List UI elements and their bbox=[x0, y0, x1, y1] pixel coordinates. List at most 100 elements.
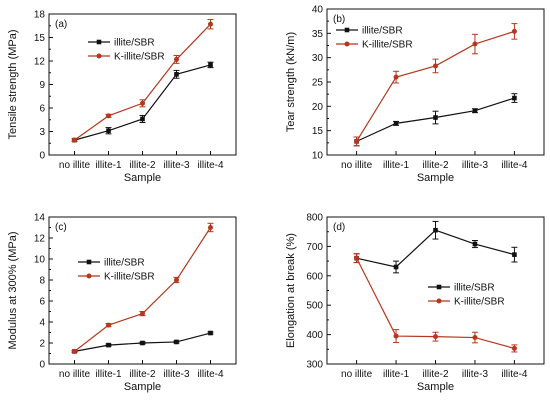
legend-label: K-illite/SBR bbox=[114, 52, 165, 63]
data-point bbox=[174, 339, 179, 345]
x-tick-label: illite-2 bbox=[422, 160, 449, 171]
data-point bbox=[433, 115, 438, 120]
y-tick-label: 15 bbox=[34, 33, 46, 44]
y-tick-label: 20 bbox=[312, 102, 324, 113]
x-tick-label: illite-4 bbox=[501, 369, 528, 380]
y-tick-label: 12 bbox=[34, 57, 46, 68]
panel-label: (d) bbox=[333, 222, 345, 233]
y-tick-label: 6 bbox=[39, 297, 45, 308]
data-point bbox=[106, 128, 111, 134]
legend-label: illite/SBR bbox=[114, 38, 155, 49]
data-point bbox=[393, 333, 399, 339]
x-axis-title: Sample bbox=[124, 381, 161, 393]
series-line bbox=[74, 227, 212, 352]
series-k-illite-sbr bbox=[71, 222, 214, 354]
legend-marker bbox=[344, 41, 350, 47]
x-tick-label: illite-3 bbox=[163, 369, 190, 380]
y-tick-label: 12 bbox=[34, 234, 46, 245]
x-tick-label: illite-3 bbox=[462, 369, 489, 380]
data-point bbox=[354, 138, 360, 144]
legend-marker bbox=[96, 39, 102, 45]
data-point bbox=[174, 277, 179, 283]
data-point bbox=[472, 241, 478, 247]
data-point bbox=[393, 264, 399, 270]
legend: illite/SBR K-illite/SBR bbox=[78, 258, 155, 283]
data-point bbox=[140, 116, 145, 122]
data-point bbox=[208, 225, 213, 230]
x-tick-label: no illite bbox=[341, 160, 373, 171]
legend-label: illite/SBR bbox=[362, 26, 403, 37]
series-illite-sbr bbox=[353, 220, 518, 274]
y-tick-label: 10 bbox=[312, 151, 324, 162]
y-axis-title: Modulus at 300% (MPa) bbox=[7, 232, 19, 350]
y-tick-label: 40 bbox=[312, 5, 324, 16]
y-tick-label: 400 bbox=[306, 330, 323, 341]
x-tick-label: illite-3 bbox=[462, 160, 489, 171]
legend: illite/SBR K-illite/SBR bbox=[428, 283, 505, 308]
y-tick-label: 3 bbox=[39, 127, 45, 138]
y-tick-label: 6 bbox=[39, 104, 45, 115]
panel-label: (c) bbox=[55, 222, 67, 233]
y-tick-label: 600 bbox=[306, 271, 323, 282]
data-point bbox=[433, 334, 438, 340]
legend-marker bbox=[436, 284, 442, 290]
x-tick-label: illite-1 bbox=[383, 369, 410, 380]
legend-label: K-illite/SBR bbox=[362, 40, 413, 51]
plot-frame bbox=[48, 13, 237, 156]
data-point bbox=[433, 63, 438, 69]
x-tick-label: illite-1 bbox=[383, 160, 410, 171]
x-axis-title: Sample bbox=[417, 172, 454, 184]
x-tick-label: illite-4 bbox=[197, 160, 224, 171]
y-tick-label: 0 bbox=[39, 360, 45, 371]
data-point bbox=[472, 335, 478, 341]
data-point bbox=[512, 252, 517, 257]
series-illite-sbr bbox=[353, 93, 518, 147]
data-point bbox=[140, 311, 145, 317]
data-point bbox=[354, 255, 360, 261]
y-tick-label: 9 bbox=[39, 80, 45, 91]
data-point bbox=[72, 137, 77, 143]
x-tick-label: illite-2 bbox=[129, 160, 156, 171]
data-point bbox=[512, 95, 517, 101]
legend-marker bbox=[344, 27, 350, 33]
x-tick-label: illite-4 bbox=[197, 369, 224, 380]
y-tick-label: 15 bbox=[312, 126, 324, 137]
y-axis-title: Tear strength (kN/m) bbox=[285, 32, 297, 132]
x-tick-label: illite-4 bbox=[501, 160, 528, 171]
x-axis-title: Sample bbox=[124, 172, 161, 184]
legend-marker bbox=[96, 53, 102, 59]
data-point bbox=[106, 322, 111, 328]
chart-panel-3: 0 2 4 6 8 10 12 14 no illite illite-1 illite-2 illi… bbox=[7, 213, 237, 393]
data-point bbox=[511, 28, 517, 34]
y-tick-label: 8 bbox=[39, 276, 45, 287]
legend-label: illite/SBR bbox=[454, 283, 495, 294]
x-tick-label: no illite bbox=[59, 369, 91, 380]
data-point bbox=[433, 227, 438, 233]
y-tick-label: 300 bbox=[306, 360, 323, 371]
panel-label: (b) bbox=[333, 14, 345, 25]
y-axis-title: Tensile strength (MPa) bbox=[7, 29, 19, 139]
chart-panel-2: 10 15 20 25 30 35 40 no illite illite-1 illite-2 i… bbox=[285, 5, 545, 184]
y-tick-label: 4 bbox=[39, 318, 45, 329]
x-tick-label: illite-1 bbox=[95, 369, 122, 380]
data-point bbox=[393, 121, 399, 126]
data-point bbox=[208, 62, 213, 68]
y-tick-label: 18 bbox=[34, 10, 46, 21]
panel-label: (a) bbox=[55, 19, 67, 30]
chart-panel-1: 0 3 6 9 12 15 18 no illite illite-1 illite-2 illit… bbox=[7, 10, 237, 184]
legend-label: K-illite/SBR bbox=[454, 297, 505, 308]
x-tick-label: illite-1 bbox=[95, 160, 122, 171]
legend-marker bbox=[436, 298, 442, 304]
x-tick-label: no illite bbox=[341, 369, 373, 380]
legend-label: K-illite/SBR bbox=[104, 272, 155, 283]
data-point bbox=[472, 108, 478, 114]
x-tick-label: illite-2 bbox=[422, 369, 449, 380]
x-tick-label: no illite bbox=[59, 160, 91, 171]
series-k-illite-sbr bbox=[353, 253, 518, 353]
x-axis-title: Sample bbox=[417, 381, 454, 393]
data-point bbox=[72, 348, 77, 354]
series-illite-sbr bbox=[71, 330, 214, 354]
data-point bbox=[393, 74, 399, 80]
data-point bbox=[174, 72, 179, 77]
